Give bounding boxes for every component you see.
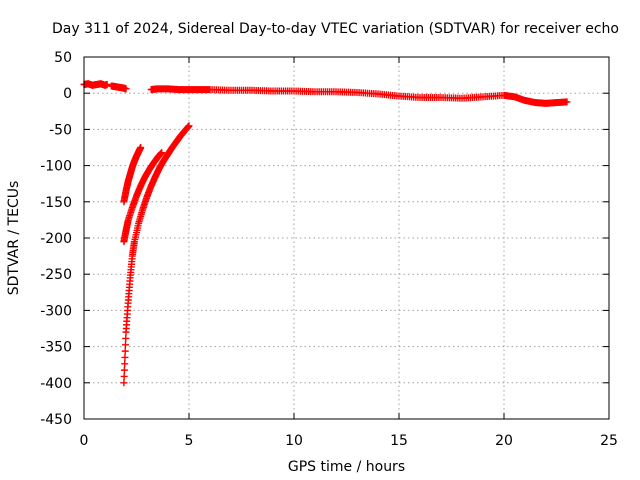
near-zero-track-point	[563, 98, 571, 106]
y-tick-label: 50	[54, 50, 72, 66]
y-tick-label: -350	[40, 340, 72, 356]
grid-lines	[84, 57, 609, 419]
x-tick-label: 5	[185, 433, 194, 449]
y-tick-label: -450	[40, 412, 72, 428]
y-axis-label: SDTVAR / TECUs	[6, 181, 22, 296]
y-tick-label: -50	[49, 122, 72, 138]
y-tick-labels: 50 0 -50 -100 -150 -200 -250 -300 -350 -400 -450	[40, 50, 72, 428]
near-zero-track-point	[103, 81, 111, 89]
steep-arc-B-point	[185, 122, 193, 130]
y-tick-label: -400	[40, 376, 72, 392]
steep-arc-B-point	[122, 334, 130, 342]
y-tick-label: -300	[40, 303, 72, 319]
steep-arc-B-point	[120, 379, 128, 387]
x-tick-label: 10	[285, 433, 303, 449]
y-tick-label: -150	[40, 195, 72, 211]
steep-arc-B-point	[120, 366, 128, 374]
x-tick-label: 20	[495, 433, 513, 449]
steep-arc-B-point	[121, 353, 129, 361]
near-zero-track-point	[122, 85, 130, 93]
x-tick-label: 25	[600, 433, 618, 449]
steep-arc-A-point	[137, 144, 145, 151]
y-tick-label: -100	[40, 159, 72, 175]
steep-arc-C-point	[158, 149, 166, 157]
y-tick-label: 0	[63, 86, 72, 102]
x-tick-label: 0	[80, 433, 89, 449]
x-tick-label: 15	[390, 433, 408, 449]
x-axis-label: GPS time / hours	[288, 459, 405, 475]
data-points	[80, 80, 571, 387]
y-tick-label: -200	[40, 231, 72, 247]
steep-arc-B-point	[121, 347, 129, 355]
x-tick-labels: 0 5 10 15 20 25	[80, 433, 618, 449]
chart-title: Day 311 of 2024, Sidereal Day-to-day VTE…	[52, 21, 619, 37]
steep-arc-B-point	[121, 341, 129, 349]
steep-arc-B-point	[120, 372, 128, 380]
steep-arc-B-point	[121, 360, 129, 368]
axis-ticks	[83, 56, 610, 420]
y-tick-label: -250	[40, 267, 72, 283]
